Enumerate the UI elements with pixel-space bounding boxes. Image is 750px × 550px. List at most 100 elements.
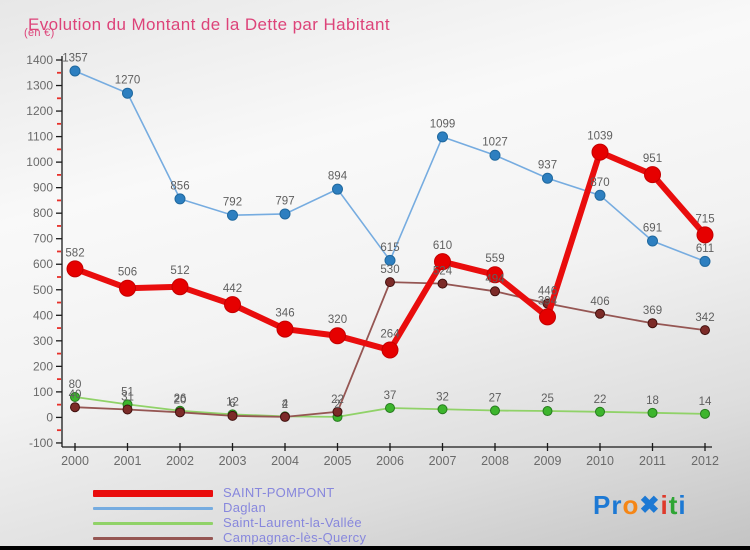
data-label-SAINT-POMPONT-2003: 442 xyxy=(223,283,242,295)
data-point-Campagnac-lès-Quercy-2011 xyxy=(647,318,658,329)
data-label-SAINT-POMPONT-2000: 582 xyxy=(65,247,84,259)
data-point-Campagnac-lès-Quercy-2006 xyxy=(385,277,395,288)
legend-item-saint-pompont: SAINT-POMPONT xyxy=(93,485,366,500)
x-tick-label: 2000 xyxy=(61,454,89,468)
data-point-Daglan-2003 xyxy=(227,209,238,221)
legend-item-daglan: Daglan xyxy=(93,501,366,514)
data-label-SAINT-POMPONT-2011: 951 xyxy=(643,153,662,165)
data-point-Daglan-2007 xyxy=(437,131,448,143)
data-point-Daglan-2006 xyxy=(384,254,396,266)
data-label-Daglan-2012: 611 xyxy=(696,243,714,255)
data-label-Daglan-2006: 615 xyxy=(380,242,399,254)
data-point-Campagnac-lès-Quercy-2010 xyxy=(595,308,605,319)
data-point-Saint-Laurent-la-Vallée-2009 xyxy=(542,406,553,417)
data-point-SAINT-POMPONT-2000 xyxy=(66,260,84,278)
y-tick-label: 100 xyxy=(33,385,53,399)
data-label-Daglan-2009: 937 xyxy=(538,160,557,172)
data-point-Daglan-2010 xyxy=(594,189,606,201)
data-label-Saint-Laurent-la-Vallée-2011: 18 xyxy=(646,395,659,407)
data-label-SAINT-POMPONT-2005: 320 xyxy=(328,314,347,326)
legend-swatch-daglan xyxy=(93,506,213,510)
data-point-Daglan-2011 xyxy=(647,235,658,247)
y-tick-label: 600 xyxy=(33,257,53,271)
data-label-Campagnac-lès-Quercy-2003: 6 xyxy=(229,398,235,410)
data-label-Campagnac-lès-Quercy-2005: 22 xyxy=(331,394,344,406)
legend-item-saint-laurent-la-vall-e: Saint-Laurent-la-Vallée xyxy=(93,515,366,530)
data-point-SAINT-POMPONT-2002 xyxy=(171,278,189,296)
chart-svg: 1400130012001100100090080070060050040030… xyxy=(26,52,719,468)
data-label-Saint-Laurent-la-Vallée-2010: 22 xyxy=(594,394,607,406)
legend-swatch-saint-pompont xyxy=(93,489,213,497)
page-title: Evolution du Montant de la Dette par Hab… xyxy=(28,15,390,35)
data-point-Saint-Laurent-la-Vallée-2012 xyxy=(700,408,710,419)
data-label-Campagnac-lès-Quercy-2007: 524 xyxy=(433,266,453,278)
x-tick-label: 2008 xyxy=(481,454,509,468)
data-label-SAINT-POMPONT-2008: 559 xyxy=(485,253,504,265)
logo-letter: t xyxy=(668,490,679,520)
series-line-Daglan xyxy=(74,70,706,263)
data-point-SAINT-POMPONT-2011 xyxy=(644,166,661,184)
bottom-border xyxy=(0,546,750,550)
data-label-SAINT-POMPONT-2010: 1039 xyxy=(587,131,613,143)
data-point-Saint-Laurent-la-Vallée-2011 xyxy=(647,407,658,418)
data-label-Daglan-2007: 1099 xyxy=(430,118,456,130)
y-tick-label: 800 xyxy=(33,206,53,220)
proxiti-logo[interactable]: Pro✖iti xyxy=(593,490,687,521)
data-point-SAINT-POMPONT-2010 xyxy=(591,143,609,161)
data-point-SAINT-POMPONT-2003 xyxy=(224,296,241,314)
y-tick-label: 500 xyxy=(33,283,53,297)
legend-label-saint-laurent-la-vall-e: Saint-Laurent-la-Vallée xyxy=(223,515,362,530)
logo-letter: r xyxy=(611,490,623,520)
data-point-SAINT-POMPONT-2009 xyxy=(539,308,556,326)
data-point-Campagnac-lès-Quercy-2003 xyxy=(227,410,238,421)
x-tick-label: 2003 xyxy=(219,454,247,468)
data-label-Daglan-2010: 870 xyxy=(590,177,609,189)
data-point-Saint-Laurent-la-Vallée-2010 xyxy=(595,406,605,417)
data-label-Saint-Laurent-la-Vallée-2005: 2 xyxy=(334,399,340,411)
data-point-Saint-Laurent-la-Vallée-2007 xyxy=(437,404,448,415)
y-tick-label: 1100 xyxy=(27,130,53,144)
data-point-SAINT-POMPONT-2005 xyxy=(329,327,346,345)
y-tick-label: -100 xyxy=(29,436,53,450)
data-point-SAINT-POMPONT-2008 xyxy=(486,266,504,284)
data-label-Campagnac-lès-Quercy-2002: 20 xyxy=(174,394,187,406)
data-point-SAINT-POMPONT-2007 xyxy=(434,253,451,271)
data-point-Daglan-2004 xyxy=(279,208,291,220)
data-point-Campagnac-lès-Quercy-2008 xyxy=(490,286,500,297)
y-tick-label: 700 xyxy=(33,232,53,246)
data-label-Saint-Laurent-la-Vallée-2002: 26 xyxy=(174,393,187,405)
data-label-SAINT-POMPONT-2006: 264 xyxy=(380,329,400,341)
y-tick-label: 1300 xyxy=(26,79,53,93)
logo-letter: i xyxy=(660,490,669,520)
data-label-Daglan-2011: 691 xyxy=(643,223,662,235)
data-point-Daglan-2002 xyxy=(174,193,186,205)
data-label-Saint-Laurent-la-Vallée-2000: 80 xyxy=(69,379,82,391)
data-label-SAINT-POMPONT-2002: 512 xyxy=(170,265,189,277)
x-tick-label: 2006 xyxy=(376,454,404,468)
x-tick-label: 2010 xyxy=(586,454,614,468)
data-label-Daglan-2001: 1270 xyxy=(115,75,141,87)
data-label-Saint-Laurent-la-Vallée-2012: 14 xyxy=(699,396,712,408)
legend: SAINT-POMPONT Daglan Saint-Laurent-la-Vall… xyxy=(93,485,366,544)
data-point-Campagnac-lès-Quercy-2001 xyxy=(122,404,133,415)
x-tick-label: 2004 xyxy=(271,454,299,468)
y-tick-label: 1400 xyxy=(26,53,53,67)
data-point-SAINT-POMPONT-2004 xyxy=(276,320,294,338)
data-label-Campagnac-lès-Quercy-2001: 31 xyxy=(121,392,134,404)
data-label-Campagnac-lès-Quercy-2009: 446 xyxy=(538,286,557,298)
data-point-SAINT-POMPONT-2006 xyxy=(381,341,399,359)
data-point-Daglan-2005 xyxy=(332,183,343,195)
y-tick-label: 400 xyxy=(33,308,53,322)
data-label-Campagnac-lès-Quercy-2006: 530 xyxy=(380,264,399,276)
data-label-Saint-Laurent-la-Vallée-2003: 12 xyxy=(226,396,239,408)
legend-item-campagnac-l-s-quercy: Campagnac-lès-Quercy xyxy=(93,531,366,544)
legend-label-saint-pompont: SAINT-POMPONT xyxy=(223,485,335,500)
data-point-Daglan-2012 xyxy=(699,255,711,267)
data-label-Saint-Laurent-la-Vallée-2004: 4 xyxy=(282,398,289,410)
data-point-Campagnac-lès-Quercy-2000 xyxy=(70,402,80,413)
data-label-Daglan-2008: 1027 xyxy=(482,137,508,149)
data-label-SAINT-POMPONT-2007: 610 xyxy=(433,240,452,252)
data-point-Daglan-2008 xyxy=(489,149,501,161)
data-point-Daglan-2001 xyxy=(122,87,133,99)
